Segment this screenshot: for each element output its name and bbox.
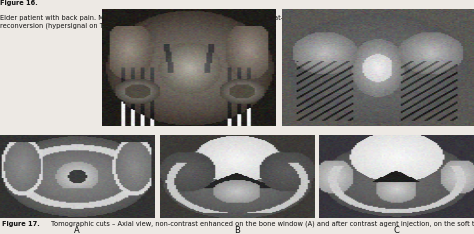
Text: Elder patient with back pain. MRI coronal oblique views, T1 (A) and T1-weighted,: Elder patient with back pain. MRI corona…: [0, 15, 466, 29]
Text: Figure 16.: Figure 16.: [0, 0, 38, 6]
Text: Figure 17.: Figure 17.: [2, 221, 40, 227]
Text: A: A: [74, 226, 80, 234]
Text: C: C: [393, 226, 399, 234]
Text: Tomographic cuts – Axial view, non-contrast enhanced on the bone window (A) and : Tomographic cuts – Axial view, non-contr…: [51, 221, 474, 227]
Text: A: A: [185, 138, 191, 147]
Text: B: B: [375, 138, 381, 147]
Text: B: B: [234, 226, 240, 234]
